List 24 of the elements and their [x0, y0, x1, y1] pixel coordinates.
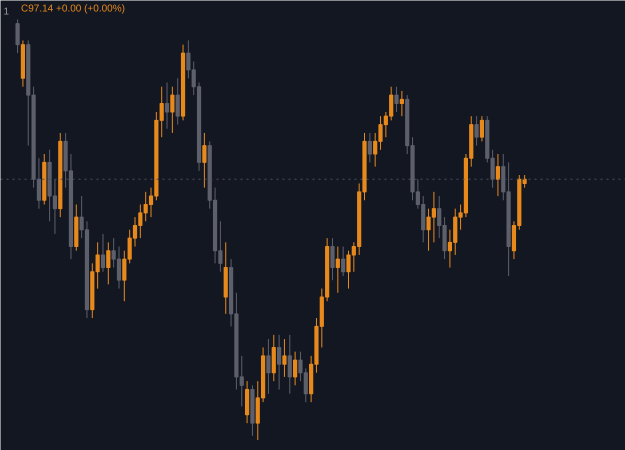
candlestick: [202, 132, 206, 188]
candlestick: [106, 242, 110, 285]
candlestick: [368, 132, 372, 163]
candlestick: [36, 158, 42, 210]
text: C97.14 +0.00 (+0.00%): [21, 4, 125, 14]
candlestick: [170, 86, 174, 134]
candlestick: [330, 238, 335, 281]
text: 1: [4, 6, 10, 18]
candlestick: [266, 338, 271, 394]
candlestick: [288, 334, 292, 394]
candlestick: [400, 90, 404, 117]
candlestick: [282, 338, 287, 378]
candlestick: [277, 334, 282, 390]
candlestick: [293, 351, 298, 386]
candlestick: [15, 18, 20, 54]
candlestick: [341, 246, 346, 276]
candlestick: [164, 82, 170, 130]
candlestick: [496, 154, 500, 197]
candlestick: [176, 78, 180, 126]
candlestick: [474, 116, 479, 146]
candlestick: [336, 246, 340, 294]
candlestick: [100, 233, 106, 272]
candlestick: [394, 86, 399, 112]
candlestick: [480, 116, 484, 142]
